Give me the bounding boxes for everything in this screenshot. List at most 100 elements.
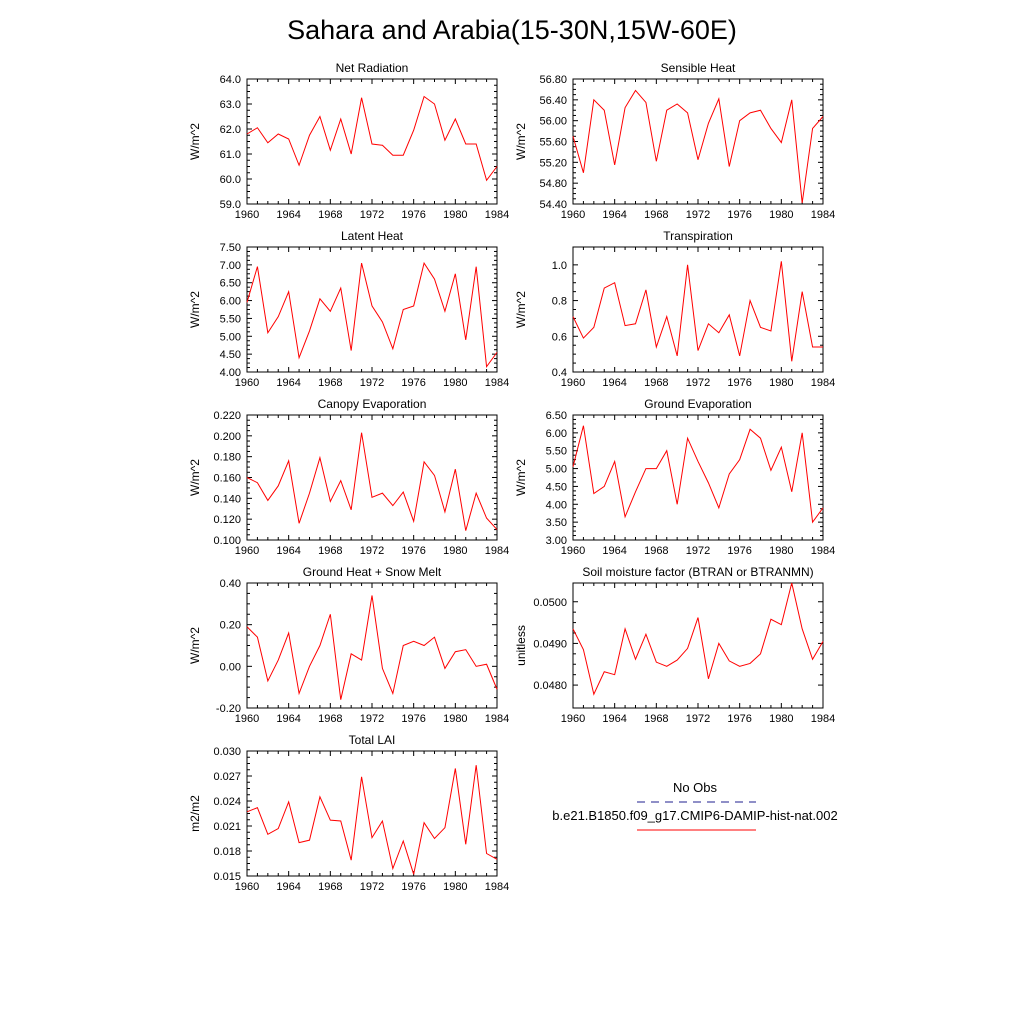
chart-panel: 1960 1964 1968 1972 1976 1980 1984 3.00 3.50 4.00… xyxy=(514,397,835,557)
x-tick-label: 1964 xyxy=(602,713,626,725)
x-tick-label: 1984 xyxy=(811,545,835,557)
y-tick-label: 4.00 xyxy=(546,499,567,511)
chart-panel: 1960 1964 1968 1972 1976 1980 1984 0.0480 0.0490… xyxy=(514,565,835,725)
y-axis-label: m2/m2 xyxy=(188,795,202,832)
x-tick-label: 1964 xyxy=(602,377,626,389)
y-tick-label: 0.021 xyxy=(213,821,241,833)
legend-obs-label: No Obs xyxy=(673,780,718,795)
y-tick-label: 62.0 xyxy=(220,124,241,136)
y-tick-label: 56.80 xyxy=(539,74,567,86)
x-tick-label: 1984 xyxy=(811,377,835,389)
y-axis-label: W/m^2 xyxy=(188,627,202,664)
legend: No Obs b.e21.B1850.f09_g17.CMIP6-DAMIP-h… xyxy=(552,780,838,831)
x-tick-label: 1984 xyxy=(811,209,835,221)
x-tick-label: 1968 xyxy=(318,545,342,557)
y-tick-label: 0.160 xyxy=(213,473,241,485)
y-tick-label: 3.00 xyxy=(546,535,567,547)
y-tick-label: 64.0 xyxy=(220,74,241,86)
y-tick-label: 0.0490 xyxy=(533,638,567,650)
y-tick-label: 0.8 xyxy=(552,296,567,308)
plot-frame xyxy=(246,414,498,541)
y-tick-label: 7.00 xyxy=(220,260,241,272)
plot-frame xyxy=(572,582,824,709)
y-axis-label: W/m^2 xyxy=(514,291,528,328)
y-tick-label: 0.0500 xyxy=(533,597,567,609)
x-tick-label: 1984 xyxy=(811,713,835,725)
y-tick-label: 0.20 xyxy=(220,620,241,632)
y-tick-label: 54.40 xyxy=(539,199,567,211)
y-axis-label: unitless xyxy=(514,625,528,666)
x-tick-label: 1972 xyxy=(360,881,384,893)
x-tick-label: 1960 xyxy=(561,545,585,557)
y-tick-label: 0.015 xyxy=(213,871,241,883)
y-tick-label: 0.024 xyxy=(213,796,241,808)
y-tick-label: 7.50 xyxy=(220,242,241,254)
x-tick-label: 1964 xyxy=(276,713,300,725)
y-tick-label: 61.0 xyxy=(220,149,241,161)
panel-title: Total LAI xyxy=(349,733,396,747)
x-tick-label: 1964 xyxy=(276,209,300,221)
panel-title: Soil moisture factor (BTRAN or BTRANMN) xyxy=(582,565,813,579)
plot-frame xyxy=(246,582,498,709)
y-tick-label: 6.00 xyxy=(546,428,567,440)
y-tick-label: 0.6 xyxy=(552,331,567,343)
x-tick-label: 1964 xyxy=(276,377,300,389)
x-tick-label: 1980 xyxy=(443,713,467,725)
panel-title: Canopy Evaporation xyxy=(318,397,427,411)
x-tick-label: 1960 xyxy=(235,713,259,725)
y-tick-label: 55.60 xyxy=(539,137,567,149)
y-tick-label: -0.20 xyxy=(216,703,241,715)
y-tick-label: 0.200 xyxy=(213,431,241,443)
x-tick-label: 1972 xyxy=(360,209,384,221)
x-tick-label: 1968 xyxy=(318,209,342,221)
y-axis-label: W/m^2 xyxy=(188,459,202,496)
y-axis-label: W/m^2 xyxy=(188,123,202,160)
x-tick-label: 1960 xyxy=(561,377,585,389)
panel-title: Ground Heat + Snow Melt xyxy=(303,565,442,579)
x-tick-label: 1972 xyxy=(360,713,384,725)
x-tick-label: 1964 xyxy=(602,209,626,221)
x-tick-label: 1980 xyxy=(769,545,793,557)
x-tick-label: 1968 xyxy=(644,713,668,725)
x-tick-label: 1984 xyxy=(485,713,509,725)
x-tick-label: 1980 xyxy=(769,377,793,389)
x-tick-label: 1976 xyxy=(401,377,425,389)
y-tick-label: 4.50 xyxy=(546,481,567,493)
panel-title: Ground Evaporation xyxy=(644,397,751,411)
y-tick-label: 0.120 xyxy=(213,514,241,526)
y-axis-label: W/m^2 xyxy=(188,291,202,328)
x-tick-label: 1976 xyxy=(401,209,425,221)
x-tick-label: 1968 xyxy=(644,377,668,389)
x-tick-label: 1976 xyxy=(727,545,751,557)
x-tick-label: 1976 xyxy=(727,377,751,389)
y-tick-label: 0.100 xyxy=(213,535,241,547)
y-axis-label: W/m^2 xyxy=(514,459,528,496)
x-tick-label: 1976 xyxy=(401,881,425,893)
y-tick-label: 0.030 xyxy=(213,746,241,758)
x-tick-label: 1976 xyxy=(727,713,751,725)
panel-title: Sensible Heat xyxy=(661,61,736,75)
chart-panel: 1960 1964 1968 1972 1976 1980 1984 54.40 54.80 55… xyxy=(514,61,835,221)
series-line xyxy=(246,595,498,700)
y-tick-label: 54.80 xyxy=(539,178,567,190)
plot-frame xyxy=(572,246,824,373)
y-tick-label: 6.00 xyxy=(220,296,241,308)
y-tick-label: 5.00 xyxy=(220,331,241,343)
y-tick-label: 5.00 xyxy=(546,464,567,476)
plot-frame xyxy=(246,78,498,205)
panel-title: Transpiration xyxy=(663,229,733,243)
x-tick-label: 1980 xyxy=(769,209,793,221)
x-tick-label: 1968 xyxy=(318,713,342,725)
x-tick-label: 1960 xyxy=(235,881,259,893)
x-tick-label: 1980 xyxy=(443,881,467,893)
x-tick-label: 1964 xyxy=(602,545,626,557)
panels: 1960 1964 1968 1972 1976 1980 1984 59.0 60.0 61.0… xyxy=(188,61,835,893)
series-line xyxy=(246,765,498,875)
panel-title: Net Radiation xyxy=(336,61,409,75)
y-tick-label: 59.0 xyxy=(220,199,241,211)
series-line xyxy=(246,95,498,182)
y-tick-label: 0.027 xyxy=(213,771,241,783)
y-tick-label: 5.50 xyxy=(546,446,567,458)
y-axis-label: W/m^2 xyxy=(514,123,528,160)
